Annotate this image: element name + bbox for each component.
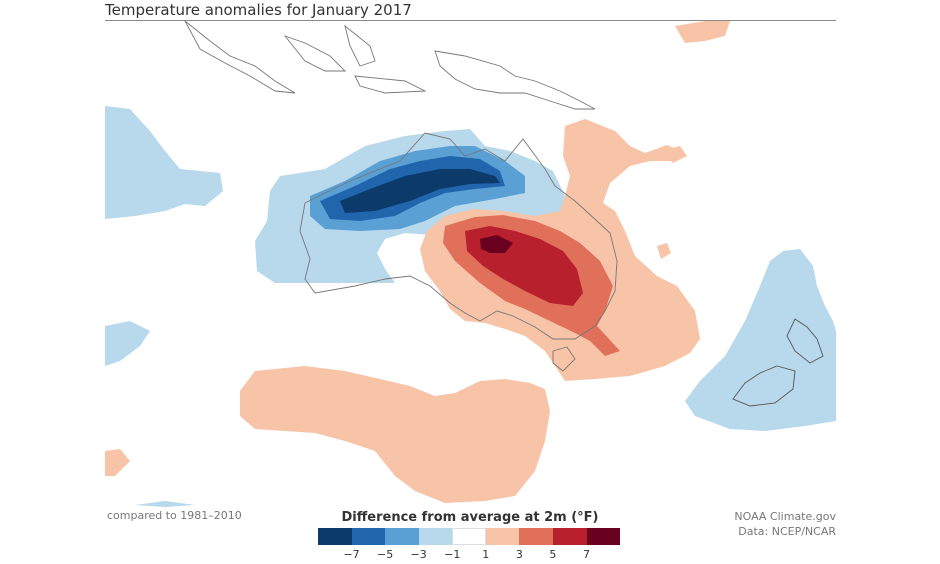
anomaly-map: [105, 21, 836, 507]
legend-swatch: [552, 528, 587, 545]
map-svg: [105, 21, 836, 507]
color-legend-bar: [318, 528, 621, 545]
cool-anomaly-south-small: [135, 501, 195, 507]
warm-anomaly-southern-ocean: [240, 366, 550, 503]
legend-swatch: [519, 528, 553, 545]
legend-tick: 7: [582, 548, 590, 561]
legend-tick: −7: [343, 548, 360, 561]
legend-swatch: [485, 528, 520, 545]
credit-data-source: Data: NCEP/NCAR: [738, 525, 836, 538]
legend-swatch: [351, 528, 386, 545]
legend-tick: −1: [444, 548, 461, 561]
legend-title: Difference from average at 2m (°F): [341, 510, 599, 525]
legend-swatch: [318, 528, 352, 545]
warm-anomaly-small: [657, 243, 671, 259]
new-guinea-coastline: [434, 50, 596, 110]
warm-anomaly-southwest-ocean: [105, 449, 130, 476]
legend-swatch: [452, 528, 486, 545]
new-zealand-coastline: [732, 318, 824, 407]
map-title: Temperature anomalies for January 2017: [105, 0, 836, 21]
cool-anomaly-new-zealand: [685, 249, 836, 431]
credit: NOAA Climate.gov Data: NCEP/NCAR: [734, 509, 836, 539]
warm-anomaly-pacific-east: [660, 146, 687, 163]
legend-tick: 3: [515, 548, 523, 561]
legend-tick: 1: [482, 548, 490, 561]
warm-anomaly-core: [480, 235, 513, 253]
legend-swatch: [385, 528, 419, 545]
cool-anomaly-west-ocean: [105, 106, 223, 219]
legend-swatch: [418, 528, 453, 545]
legend-tick: 5: [549, 548, 557, 561]
legend-tick: −3: [410, 548, 427, 561]
australia-coastline: [299, 132, 618, 340]
legend-swatch: [586, 528, 621, 545]
legend-tick: −5: [377, 548, 394, 561]
warm-anomaly-pacific-north: [675, 21, 730, 43]
credit-organization: NOAA Climate.gov: [734, 510, 836, 523]
legend-tick-labels: −7 −5 −3 −1 1 3 5 7: [318, 548, 620, 562]
tasmania-coastline: [552, 346, 576, 372]
cool-anomaly-core: [340, 169, 500, 213]
indonesia-coastline: [184, 21, 427, 94]
baseline-note: compared to 1981–2010: [107, 509, 242, 522]
cool-anomaly-southwest: [105, 321, 150, 366]
